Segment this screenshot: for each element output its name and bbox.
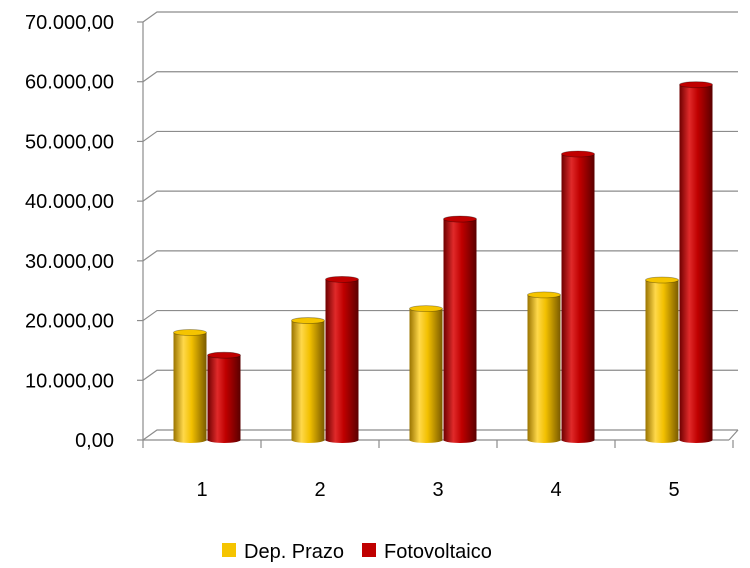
y-tick-label: 50.000,00: [25, 131, 114, 153]
gridline: [142, 11, 738, 23]
bar: [561, 150, 595, 443]
legend-label: Fotovoltaico: [384, 541, 492, 563]
gridlines: [142, 11, 738, 441]
y-axis-ticks: [137, 21, 143, 441]
x-tick-label: 3: [432, 479, 443, 501]
x-tick-label: 2: [314, 479, 325, 501]
bars: [173, 81, 713, 443]
bar: [207, 351, 241, 443]
gridline: [142, 71, 738, 83]
bar: [291, 317, 325, 443]
bar: [173, 329, 207, 443]
legend-item: Dep. Prazo: [222, 541, 344, 563]
legend-item: Fotovoltaico: [362, 541, 492, 563]
y-tick-label: 60.000,00: [25, 72, 114, 94]
bar: [443, 215, 477, 443]
bar: [645, 276, 679, 443]
x-tick-label: 5: [668, 479, 679, 501]
y-tick-label: 70.000,00: [25, 12, 114, 34]
x-axis-ticks: [142, 440, 734, 448]
gridline: [142, 130, 738, 142]
y-tick-label: 40.000,00: [25, 191, 114, 213]
legend-label: Dep. Prazo: [244, 541, 344, 563]
bar: [679, 81, 713, 443]
gridline: [142, 250, 738, 262]
tick-labels: 0,00 10.000,00 20.000,00 30.000,00 40.000,00…: [25, 12, 680, 501]
x-tick-label: 4: [550, 479, 561, 501]
bar: [325, 275, 359, 443]
legend-swatch: [362, 543, 376, 557]
y-tick-label: 10.000,00: [25, 370, 114, 392]
legend: Dep. Prazo Fotovoltaico: [222, 541, 492, 563]
y-tick-label: 0,00: [75, 430, 114, 452]
x-axis-depth: [728, 429, 739, 441]
bar: [409, 305, 443, 443]
bar: [527, 291, 561, 443]
y-tick-label: 30.000,00: [25, 251, 114, 273]
x-tick-label: 1: [196, 479, 207, 501]
gridline: [142, 190, 738, 202]
y-tick-label: 20.000,00: [25, 311, 114, 333]
legend-swatch: [222, 543, 236, 557]
